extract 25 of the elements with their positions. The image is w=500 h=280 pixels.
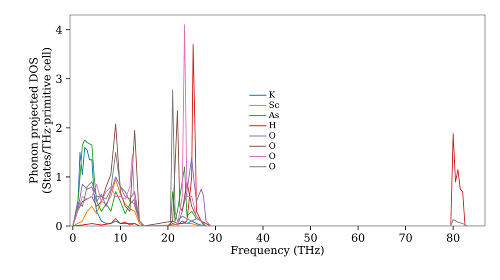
y-axis-title: Phonon projected DOS (States/THz·primitive cell) xyxy=(29,48,53,193)
x-tick-label: 0 xyxy=(70,234,76,242)
x-tick-label: 80 xyxy=(446,234,460,242)
legend-label: O xyxy=(269,152,276,160)
legend-label: O xyxy=(269,142,276,149)
y-tick-label: 1 xyxy=(56,172,61,181)
x-tick-label: 60 xyxy=(352,234,364,242)
x-tick-label: 40 xyxy=(256,234,270,242)
x-tick-label: 20 xyxy=(162,234,174,242)
legend-label: O xyxy=(269,132,276,139)
legend-label: As xyxy=(268,112,279,118)
x-tick-label: 10 xyxy=(114,234,127,242)
x-tick-label: 50 xyxy=(304,234,317,242)
legend-label: Sc xyxy=(270,102,279,108)
y-tick-label: 3 xyxy=(56,74,62,83)
legend-label: H xyxy=(269,122,276,128)
x-tick-label: 30 xyxy=(209,234,222,242)
legend-label: O xyxy=(269,162,276,170)
line-series xyxy=(72,89,482,226)
x-tick-label: 70 xyxy=(400,234,412,242)
x-axis-title: Frequency (THz) xyxy=(231,246,324,256)
legend-label: K xyxy=(269,91,276,98)
y-tick-label: 2 xyxy=(56,124,62,132)
y-tick-label: 4 xyxy=(56,26,62,34)
y-tick-label: 0 xyxy=(56,222,62,230)
